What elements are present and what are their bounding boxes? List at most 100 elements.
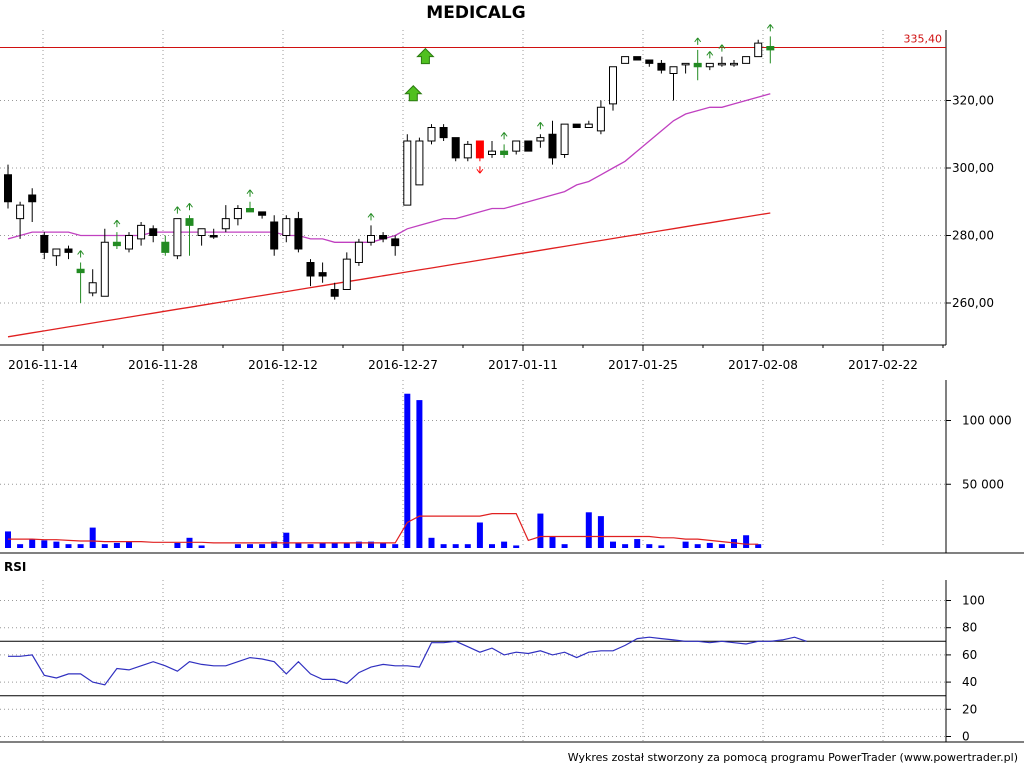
candle-body (657, 62, 666, 71)
volume-bar (343, 542, 350, 548)
rsi-y-tick-label: 20 (962, 702, 977, 716)
price-panel: 335,40 (0, 24, 946, 338)
signal-up-arrow (706, 51, 714, 59)
volume-bar (186, 537, 193, 548)
candle-body (766, 46, 775, 51)
candle-body (439, 127, 448, 139)
volume-bar (718, 544, 725, 548)
candle-body (28, 194, 37, 203)
candle-body (475, 140, 484, 159)
volume-bar (489, 544, 495, 548)
candle-body (754, 42, 763, 58)
volume-bar (743, 535, 750, 548)
candle-body (500, 150, 509, 155)
candle-body (681, 62, 690, 66)
candle-body (318, 272, 327, 277)
candle-body (367, 235, 375, 243)
candle-body (742, 56, 751, 64)
volume-bar (416, 400, 423, 548)
candle-body (282, 218, 291, 236)
volume-bar (247, 544, 253, 548)
x-tick-label: 2016-11-14 (8, 358, 78, 372)
volume-bar (113, 542, 120, 548)
volume-bar (101, 544, 108, 548)
volume-bar (29, 539, 36, 548)
candle-body (391, 238, 400, 247)
x-tick-label: 2017-01-25 (608, 358, 678, 372)
candle-body (524, 140, 533, 152)
volume-bar (428, 537, 435, 548)
volume-bar (452, 544, 459, 548)
volume-bar (331, 542, 338, 548)
candle-body (730, 62, 738, 66)
volume-bar (271, 541, 278, 548)
candle-body (512, 140, 521, 152)
candle-body (584, 123, 593, 128)
candle-body (40, 235, 49, 253)
candle-body (173, 218, 182, 257)
x-tick-label: 2017-02-08 (728, 358, 798, 372)
signal-up-arrow (500, 132, 508, 140)
x-tick-label: 2017-02-22 (848, 358, 918, 372)
candle-body (572, 123, 581, 128)
volume-bar (259, 544, 266, 548)
candle-body (717, 62, 726, 66)
candle-body (100, 241, 109, 297)
volume-bar (368, 541, 374, 548)
price-y-tick-label: 280,00 (952, 229, 994, 243)
volume-bar (585, 512, 592, 548)
volume-bar (440, 544, 447, 548)
candle-body (488, 150, 496, 155)
volume-bar (464, 544, 471, 548)
volume-bar (198, 545, 205, 548)
volume-bar (658, 545, 665, 548)
rsi-y-tick-label: 40 (962, 675, 977, 689)
candle-body (246, 208, 254, 213)
candle-body (633, 56, 642, 61)
volume-y-tick-label: 50 000 (962, 477, 1004, 491)
candle-body (354, 241, 363, 263)
moving-average-short-line (7, 93, 771, 243)
volume-bar (476, 522, 483, 548)
candle-body (403, 140, 412, 206)
volume-bar (234, 544, 241, 548)
signal-up-arrow (766, 24, 774, 32)
candle-body (88, 282, 97, 294)
signal-up-arrow (367, 213, 375, 221)
candle-body (415, 140, 424, 186)
candle-body (609, 66, 617, 105)
candle-body (560, 123, 569, 155)
candle-body (536, 137, 545, 142)
price-y-tick-label: 320,00 (952, 94, 994, 108)
volume-bar (731, 539, 737, 548)
volume-bar (283, 532, 290, 548)
panel-frames: 260,00 280,00 300,00 320,00 2016-11-14 2016-1… (0, 30, 1024, 744)
candle-body (645, 59, 654, 64)
big-up-arrow-icon (404, 85, 423, 102)
rsi-y-tick-label: 0 (962, 730, 970, 744)
signal-up-arrow (174, 206, 181, 214)
signal-up-arrow (537, 121, 544, 130)
candle-body (306, 262, 315, 277)
candle-body (596, 106, 605, 132)
volume-bar (755, 544, 762, 548)
candle-body (16, 204, 25, 220)
x-tick-label: 2016-12-12 (248, 358, 318, 372)
signal-up-arrow (246, 189, 254, 197)
candle-body (427, 127, 436, 142)
candle-body (621, 56, 630, 64)
volume-bar (610, 541, 616, 548)
chart-title: MEDICALG (426, 3, 525, 23)
volume-bar (41, 540, 48, 548)
volume-bar (634, 539, 641, 548)
volume-bar (17, 544, 24, 548)
candle-body (330, 289, 339, 297)
rsi-y-tick-label: 100 (962, 594, 985, 608)
volume-bar (174, 542, 181, 548)
volume-y-tick-label: 100 000 (962, 414, 1012, 428)
volume-bar (597, 516, 604, 548)
rsi-y-tick-label: 60 (962, 648, 977, 662)
volume-bar (319, 542, 326, 548)
volume-bar (53, 541, 60, 548)
